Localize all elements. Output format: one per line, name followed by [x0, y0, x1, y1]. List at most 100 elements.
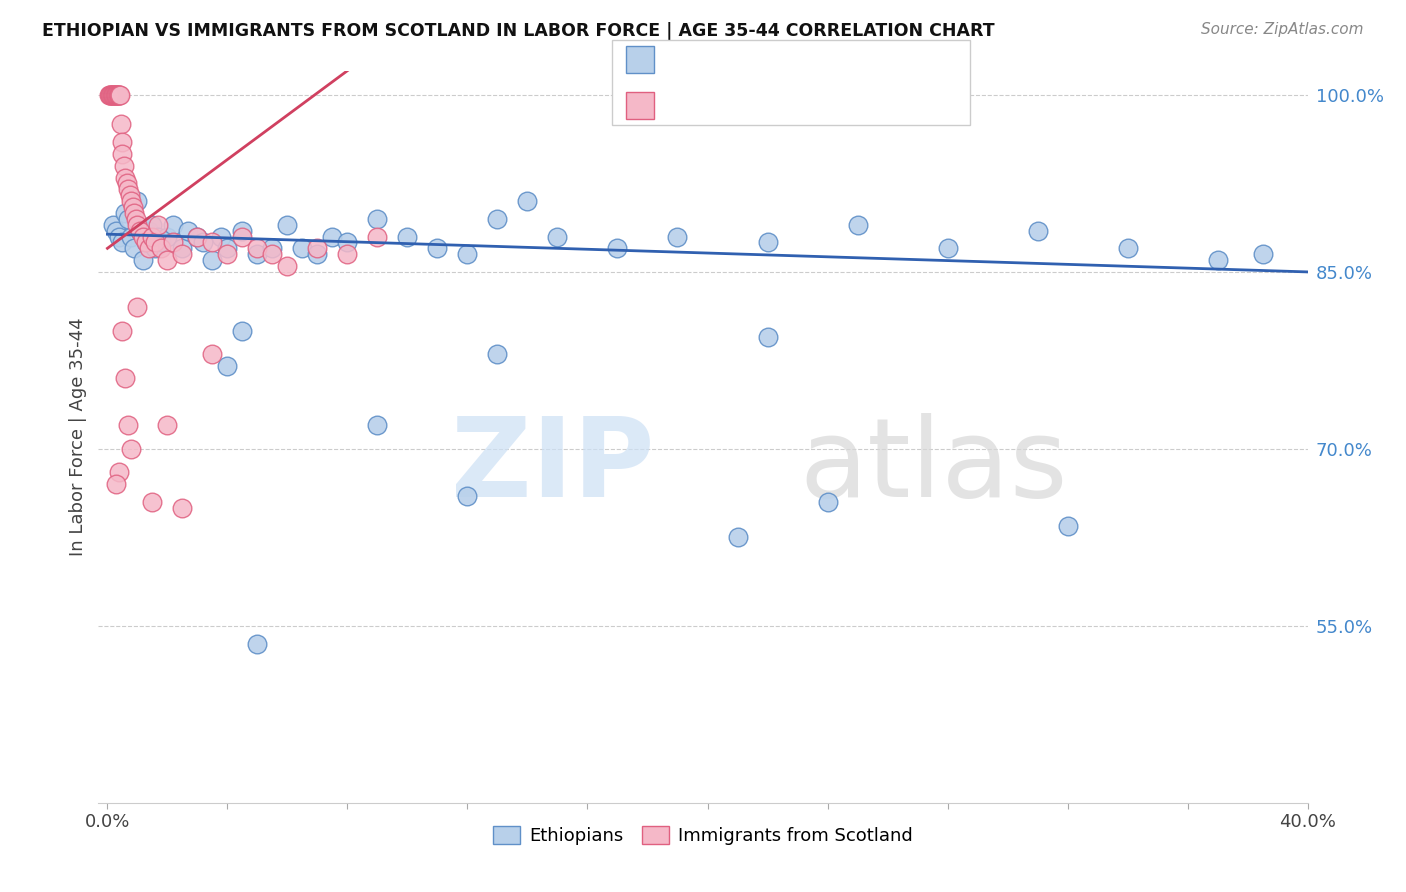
Point: [177, 224, 200, 238]
Point: [366, 211, 388, 226]
Point: [336, 247, 359, 261]
Point: [120, 442, 142, 456]
Point: [336, 235, 359, 250]
Point: [231, 229, 253, 244]
Point: [105, 477, 128, 491]
Point: [108, 229, 131, 244]
Point: [262, 241, 284, 255]
Point: [246, 636, 269, 650]
Point: [217, 247, 239, 261]
Point: [111, 235, 134, 250]
Point: [138, 224, 160, 238]
Point: [846, 218, 869, 232]
Text: atlas: atlas: [800, 413, 1069, 520]
Point: [456, 247, 478, 261]
Point: [291, 241, 314, 255]
Point: [148, 229, 170, 244]
Point: [756, 235, 779, 250]
Point: [103, 87, 125, 102]
Point: [111, 135, 134, 149]
Point: [124, 206, 146, 220]
Point: [138, 241, 160, 255]
Point: [117, 418, 139, 433]
Point: [217, 241, 239, 255]
Point: [321, 229, 343, 244]
Point: [1056, 518, 1078, 533]
Point: [936, 241, 959, 255]
Point: [150, 241, 173, 255]
Point: [98, 87, 121, 102]
Point: [117, 211, 139, 226]
Point: [186, 229, 208, 244]
Point: [486, 211, 509, 226]
Point: [1026, 224, 1049, 238]
Point: [100, 87, 122, 102]
Point: [104, 87, 127, 102]
Point: [246, 241, 269, 255]
Point: [756, 330, 779, 344]
Point: [105, 87, 128, 102]
Point: [132, 229, 155, 244]
Point: [148, 218, 170, 232]
Text: R =: R =: [662, 50, 702, 68]
Point: [127, 194, 149, 208]
Point: [101, 87, 124, 102]
Point: [118, 188, 141, 202]
Point: [156, 418, 179, 433]
Point: [276, 218, 298, 232]
Point: [115, 177, 138, 191]
Point: [141, 218, 163, 232]
Point: [307, 241, 329, 255]
Point: [114, 206, 136, 220]
Point: [366, 418, 388, 433]
Point: [186, 229, 208, 244]
Point: [108, 87, 131, 102]
Point: [114, 170, 136, 185]
Point: [396, 229, 419, 244]
Point: [145, 241, 167, 255]
Text: N = 61: N = 61: [778, 97, 845, 115]
Point: [141, 229, 163, 244]
Text: R =: R =: [662, 97, 702, 115]
Text: ZIP: ZIP: [451, 413, 655, 520]
Point: [127, 218, 149, 232]
Point: [172, 241, 194, 255]
Point: [125, 211, 148, 226]
Point: [105, 224, 128, 238]
Point: [162, 218, 184, 232]
Point: [101, 87, 124, 102]
Point: [172, 247, 194, 261]
Point: [108, 87, 131, 102]
Point: [107, 87, 129, 102]
Point: [201, 235, 224, 250]
Text: Source: ZipAtlas.com: Source: ZipAtlas.com: [1201, 22, 1364, 37]
Point: [100, 87, 122, 102]
Y-axis label: In Labor Force | Age 35-44: In Labor Force | Age 35-44: [69, 318, 87, 557]
Point: [120, 194, 142, 208]
Point: [141, 495, 163, 509]
Point: [193, 235, 215, 250]
Point: [103, 87, 125, 102]
Point: [117, 182, 139, 196]
Point: [516, 194, 538, 208]
Point: [817, 495, 839, 509]
Point: [124, 241, 146, 255]
Point: [135, 235, 157, 250]
Point: [606, 241, 628, 255]
Point: [132, 253, 155, 268]
Point: [129, 224, 152, 238]
Point: [262, 247, 284, 261]
Text: -0.066: -0.066: [699, 50, 763, 68]
Point: [231, 224, 253, 238]
Point: [108, 466, 131, 480]
Point: [97, 87, 120, 102]
Text: 0.304: 0.304: [699, 97, 755, 115]
Point: [103, 218, 125, 232]
Point: [156, 253, 179, 268]
Point: [426, 241, 449, 255]
Point: [1251, 247, 1274, 261]
Point: [156, 229, 179, 244]
Point: [727, 530, 749, 544]
Point: [217, 359, 239, 374]
Point: [135, 235, 157, 250]
